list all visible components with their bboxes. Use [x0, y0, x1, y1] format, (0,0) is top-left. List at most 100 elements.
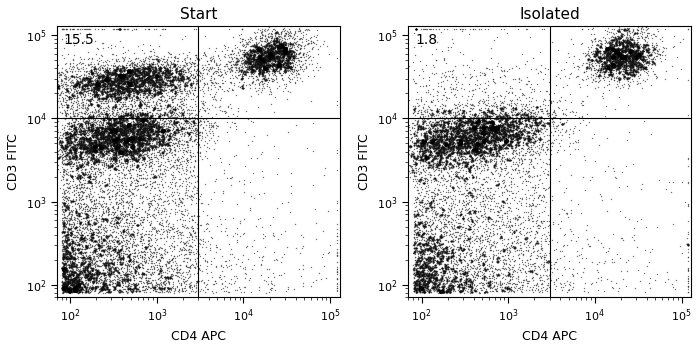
Point [120, 148, 131, 154]
Point [150, 191, 161, 196]
Point [102, 71, 113, 76]
Point [132, 222, 143, 228]
Point [510, 132, 522, 138]
Point [66, 286, 78, 292]
Point [71, 85, 83, 91]
Point [106, 245, 118, 250]
Point [113, 26, 125, 32]
Point [160, 218, 172, 224]
Point [512, 285, 524, 291]
Point [461, 120, 472, 126]
Point [180, 81, 191, 86]
Point [583, 54, 594, 59]
Point [414, 83, 425, 89]
Point [193, 229, 204, 235]
Point [104, 70, 116, 76]
Point [531, 229, 542, 234]
Point [90, 159, 101, 164]
Point [498, 152, 509, 158]
Point [62, 276, 74, 281]
Point [115, 94, 126, 99]
Point [89, 82, 100, 88]
Point [79, 237, 90, 243]
Point [149, 288, 160, 294]
Point [60, 113, 71, 118]
Point [144, 67, 155, 72]
Point [499, 121, 510, 127]
Point [613, 36, 624, 42]
Point [155, 80, 166, 86]
Point [441, 159, 452, 164]
Point [200, 53, 211, 59]
Point [81, 107, 92, 113]
Point [467, 217, 478, 223]
Point [284, 56, 295, 61]
Point [413, 171, 424, 176]
Point [610, 66, 622, 72]
Point [263, 64, 274, 70]
Point [65, 99, 76, 105]
Point [107, 123, 118, 128]
Point [144, 127, 155, 132]
Point [465, 159, 476, 165]
Point [504, 122, 515, 127]
Point [215, 221, 226, 227]
Point [271, 58, 282, 64]
Point [543, 250, 554, 255]
Point [444, 138, 455, 143]
Point [132, 287, 143, 292]
Point [613, 34, 624, 40]
Point [591, 52, 602, 57]
Point [85, 74, 96, 80]
Point [518, 124, 529, 130]
Point [456, 225, 467, 230]
Point [72, 272, 83, 278]
Point [62, 285, 73, 290]
Point [448, 128, 459, 133]
Point [62, 77, 74, 83]
Point [91, 274, 102, 279]
Point [269, 38, 280, 44]
Point [62, 26, 73, 32]
Point [440, 193, 451, 198]
Point [440, 163, 451, 169]
Point [160, 126, 171, 132]
Point [448, 265, 459, 271]
Point [248, 195, 259, 201]
Point [87, 96, 98, 101]
Point [460, 270, 471, 275]
Point [130, 151, 141, 157]
Point [93, 149, 104, 155]
Point [106, 148, 117, 154]
Point [503, 288, 514, 294]
Point [498, 184, 509, 190]
Point [443, 206, 454, 212]
Point [458, 239, 470, 244]
Point [510, 220, 521, 226]
Point [72, 201, 83, 207]
Point [104, 140, 115, 146]
Point [524, 153, 536, 158]
Point [163, 286, 174, 292]
Point [57, 142, 68, 148]
Point [190, 278, 202, 284]
Point [62, 275, 74, 280]
Point [466, 121, 477, 127]
Point [129, 90, 140, 96]
Point [525, 81, 536, 86]
Point [74, 84, 85, 89]
Point [81, 157, 92, 163]
Point [190, 85, 201, 91]
Point [180, 169, 191, 174]
Point [487, 218, 498, 224]
Point [90, 93, 101, 99]
Point [122, 154, 133, 160]
Point [486, 119, 497, 124]
Point [627, 57, 638, 63]
Point [82, 85, 93, 91]
Point [473, 132, 484, 138]
Point [477, 114, 489, 120]
Point [503, 204, 514, 210]
Point [75, 149, 86, 155]
Point [94, 132, 106, 137]
